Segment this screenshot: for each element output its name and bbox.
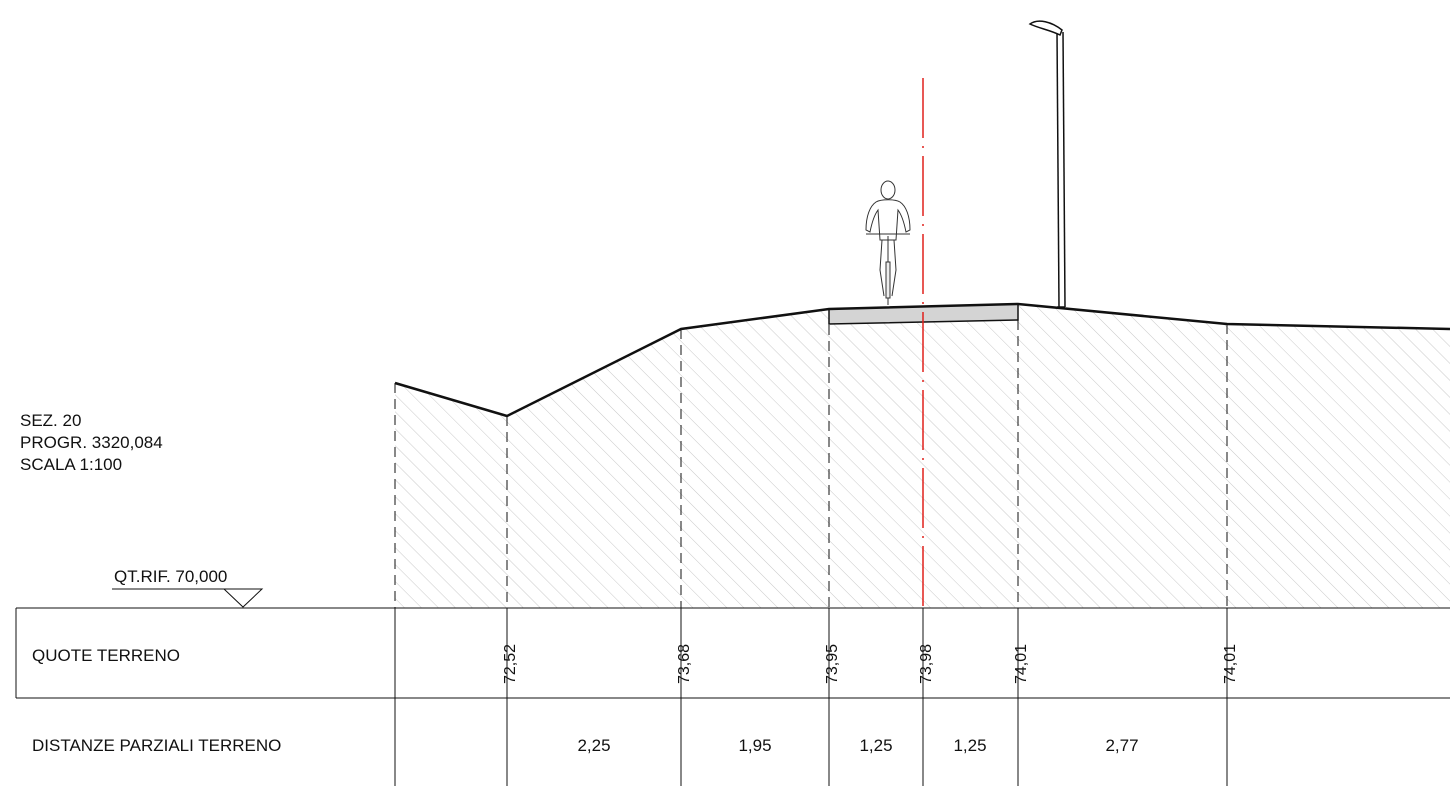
- distance-value: 2,77: [1105, 736, 1138, 755]
- elevation-value: 74,01: [1013, 644, 1030, 684]
- distance-value: 1,25: [953, 736, 986, 755]
- distance-value: 2,25: [577, 736, 610, 755]
- distance-value: 1,25: [859, 736, 892, 755]
- row-label-ground-elevations: QUOTE TERRENO: [32, 646, 180, 665]
- elevation-value: 72,52: [502, 644, 519, 684]
- section-number: SEZ. 20: [20, 411, 81, 430]
- reference-level-marker: [222, 588, 264, 608]
- elevation-value: 73,95: [824, 644, 841, 684]
- elevation-value: 73,68: [676, 644, 693, 684]
- terrain-fill: [395, 304, 1450, 608]
- progressive-label: PROGR. 3320,084: [20, 433, 163, 452]
- elevation-value: 74,01: [1222, 644, 1239, 684]
- street-lamp-icon: [1028, 20, 1066, 308]
- row-label-partial-distances: DISTANZE PARZIALI TERRENO: [32, 736, 281, 755]
- distance-value: 1,95: [738, 736, 771, 755]
- cyclist-icon: [865, 180, 911, 305]
- data-table-grid: [15, 607, 1450, 786]
- section-verticals: [394, 304, 1228, 608]
- scale-label: SCALA 1:100: [20, 455, 122, 474]
- reference-level-label: QT.RIF. 70,000: [114, 567, 227, 586]
- elevation-value: 73,98: [918, 644, 935, 684]
